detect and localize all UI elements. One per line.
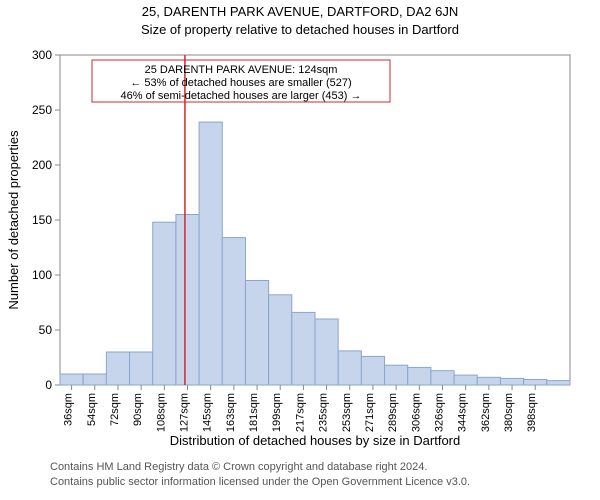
histogram-bar xyxy=(338,351,361,385)
histogram-bar xyxy=(408,367,431,385)
y-tick-label: 300 xyxy=(32,48,52,62)
histogram-bar xyxy=(222,238,245,385)
annotation-line-1: 25 DARENTH PARK AVENUE: 124sqm xyxy=(145,64,338,76)
histogram-bar xyxy=(500,378,523,385)
histogram-bar xyxy=(292,312,315,385)
x-tick-label: 90sqm xyxy=(132,393,144,426)
histogram-bar xyxy=(83,374,106,385)
x-tick-label: 163sqm xyxy=(225,393,237,432)
chart-svg: 25, DARENTH PARK AVENUE, DARTFORD, DA2 6… xyxy=(0,0,600,500)
x-tick-label: 380sqm xyxy=(503,393,515,432)
histogram-bar xyxy=(245,281,268,386)
x-tick-label: 344sqm xyxy=(457,393,469,432)
x-tick-label: 217sqm xyxy=(294,393,306,432)
x-tick-label: 127sqm xyxy=(179,393,191,432)
histogram-bar xyxy=(454,375,477,385)
annotation-line-3: 46% of semi-detached houses are larger (… xyxy=(121,90,362,102)
histogram-bar xyxy=(60,374,83,385)
histogram-bar xyxy=(315,319,338,385)
histogram-bar xyxy=(385,365,408,385)
x-tick-label: 362sqm xyxy=(480,393,492,432)
histogram-bar xyxy=(524,380,547,386)
x-tick-label: 398sqm xyxy=(526,393,538,432)
histogram-bar xyxy=(361,356,384,385)
histogram-bar xyxy=(477,377,500,385)
x-tick-label: 36sqm xyxy=(63,393,75,426)
chart-container: 25, DARENTH PARK AVENUE, DARTFORD, DA2 6… xyxy=(0,0,600,500)
y-axis-label: Number of detached properties xyxy=(6,130,21,310)
histogram-bar xyxy=(269,295,292,385)
y-tick-label: 200 xyxy=(32,158,52,172)
x-tick-label: 253sqm xyxy=(341,393,353,432)
histogram-bar xyxy=(547,381,570,385)
x-tick-label: 72sqm xyxy=(109,393,121,426)
histogram-bar xyxy=(431,371,454,385)
x-tick-label: 326sqm xyxy=(434,393,446,432)
y-tick-label: 150 xyxy=(32,213,52,227)
annotation-line-2: ← 53% of detached houses are smaller (52… xyxy=(130,77,351,89)
histogram-bar xyxy=(130,352,153,385)
footer-line-1: Contains HM Land Registry data © Crown c… xyxy=(50,461,427,473)
x-tick-label: 108sqm xyxy=(155,393,167,432)
x-tick-label: 54sqm xyxy=(86,393,98,426)
y-tick-label: 0 xyxy=(45,378,52,392)
footer-line-2: Contains public sector information licen… xyxy=(50,476,470,488)
x-tick-label: 289sqm xyxy=(387,393,399,432)
histogram-bar xyxy=(153,222,176,385)
histogram-bar xyxy=(106,352,129,385)
title-main: 25, DARENTH PARK AVENUE, DARTFORD, DA2 6… xyxy=(142,4,458,19)
title-sub: Size of property relative to detached ho… xyxy=(141,22,459,37)
x-tick-label: 306sqm xyxy=(410,393,422,432)
histogram-bar xyxy=(176,215,199,386)
x-tick-label: 199sqm xyxy=(271,393,283,432)
x-axis-label: Distribution of detached houses by size … xyxy=(170,433,461,448)
x-tick-label: 181sqm xyxy=(248,393,260,432)
x-tick-label: 235sqm xyxy=(318,393,330,432)
y-tick-label: 250 xyxy=(32,103,52,117)
x-tick-label: 271sqm xyxy=(364,393,376,432)
y-tick-label: 100 xyxy=(32,268,52,282)
y-tick-label: 50 xyxy=(39,323,53,337)
x-tick-label: 145sqm xyxy=(202,393,214,432)
histogram-bar xyxy=(199,122,222,385)
